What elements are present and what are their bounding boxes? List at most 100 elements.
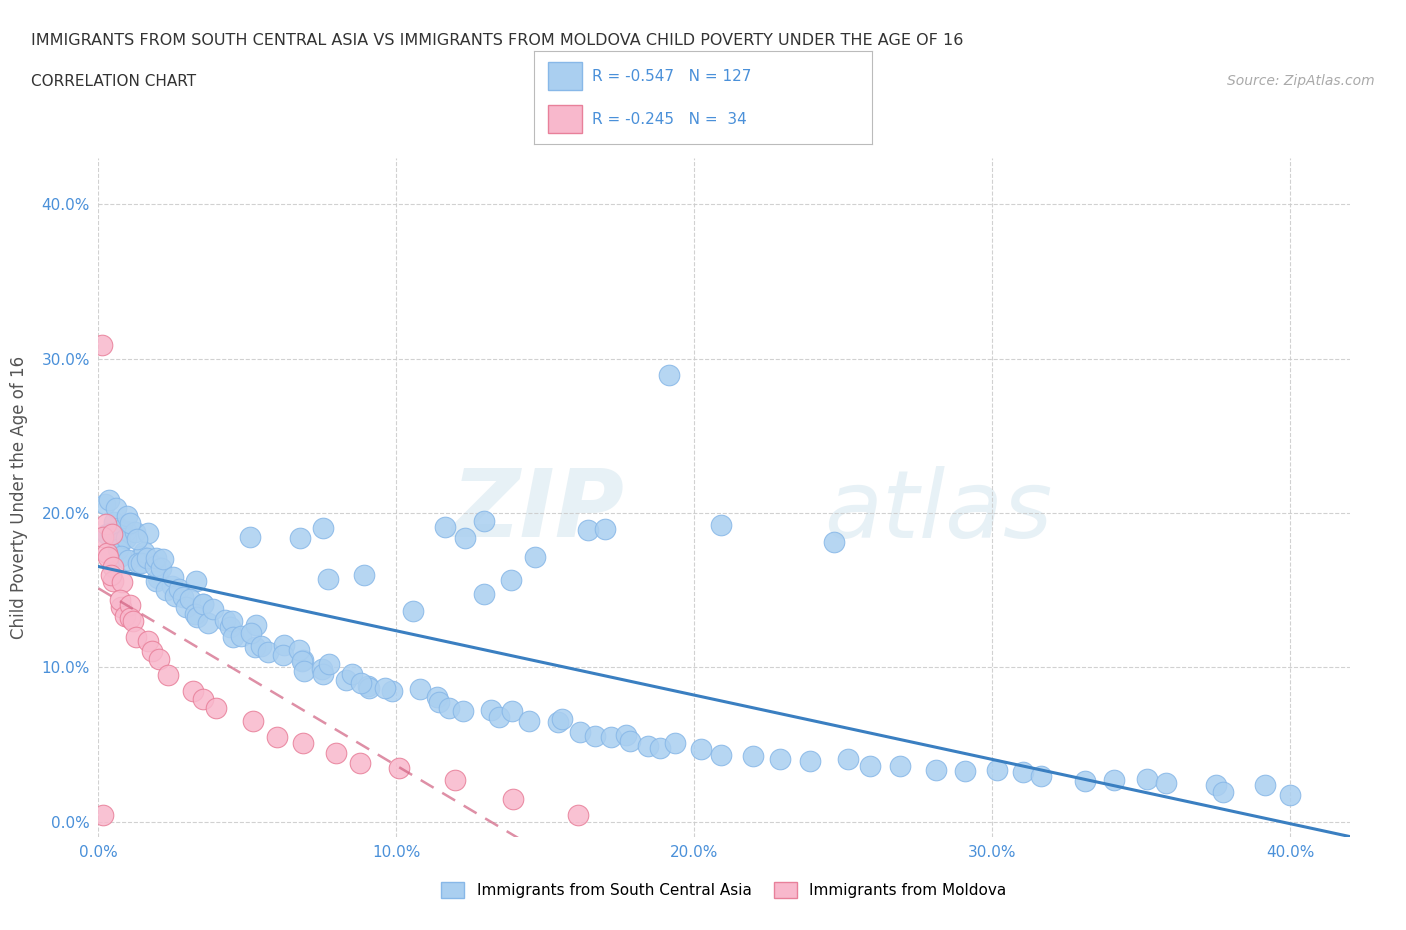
Point [1074, 774, 1097, 789]
Point [125, 630, 148, 644]
Point [110, 534, 132, 549]
Point [110, 593, 132, 608]
Point [191, 691, 214, 706]
Point [443, 773, 465, 788]
Point [132, 544, 155, 559]
Point [924, 763, 946, 777]
Point [1212, 784, 1234, 799]
Point [242, 713, 264, 728]
Point [1104, 773, 1126, 788]
Text: ZIP: ZIP [451, 465, 624, 557]
Y-axis label: Child Poverty Under the Age of 16: Child Poverty Under the Age of 16 [10, 356, 28, 639]
Point [600, 730, 623, 745]
Point [349, 755, 371, 770]
Point [288, 643, 311, 658]
Point [240, 626, 263, 641]
Point [167, 582, 190, 597]
Point [152, 551, 174, 566]
Point [165, 589, 187, 604]
Point [547, 715, 569, 730]
Text: IMMIGRANTS FROM SOUTH CENTRAL ASIA VS IMMIGRANTS FROM MOLDOVA CHILD POVERTY UNDE: IMMIGRANTS FROM SOUTH CENTRAL ASIA VS IM… [31, 33, 963, 47]
Point [986, 763, 1008, 777]
Point [107, 542, 129, 557]
Point [266, 729, 288, 744]
Bar [548, 105, 582, 133]
Point [214, 612, 236, 627]
Point [114, 608, 136, 623]
Point [136, 526, 159, 541]
Point [551, 712, 574, 727]
Point [120, 610, 142, 625]
Point [501, 703, 523, 718]
Point [568, 724, 591, 739]
Point [567, 808, 589, 823]
Bar [548, 62, 582, 90]
Point [202, 602, 225, 617]
Point [96, 546, 118, 561]
Point [184, 606, 207, 621]
Point [889, 759, 911, 774]
Point [127, 531, 149, 546]
Point [1254, 777, 1277, 792]
Point [479, 702, 502, 717]
Point [110, 599, 132, 614]
Text: R = -0.547   N = 127: R = -0.547 N = 127 [592, 69, 751, 84]
Point [291, 735, 314, 750]
Point [502, 791, 524, 806]
Point [578, 523, 600, 538]
Point [374, 680, 396, 695]
Point [91, 530, 114, 545]
Point [239, 530, 262, 545]
Text: Source: ZipAtlas.com: Source: ZipAtlas.com [1227, 74, 1375, 88]
Point [583, 729, 606, 744]
Point [433, 520, 456, 535]
Point [256, 644, 278, 659]
Point [1031, 769, 1053, 784]
Point [359, 680, 381, 695]
Point [291, 653, 314, 668]
Point [409, 681, 432, 696]
Point [292, 664, 315, 679]
Point [523, 550, 546, 565]
Point [312, 667, 335, 682]
Text: R = -0.245   N =  34: R = -0.245 N = 34 [592, 112, 747, 126]
Point [799, 753, 821, 768]
Point [318, 657, 340, 671]
Point [184, 574, 207, 589]
Point [357, 678, 380, 693]
Point [197, 616, 219, 631]
Point [96, 526, 118, 541]
Point [97, 549, 120, 564]
Point [472, 513, 495, 528]
Point [186, 609, 208, 624]
Point [690, 742, 713, 757]
Point [127, 556, 149, 571]
Point [94, 497, 117, 512]
Point [122, 613, 145, 628]
Text: atlas: atlas [824, 466, 1053, 557]
Point [219, 619, 242, 634]
Point [160, 578, 183, 593]
Point [955, 764, 977, 778]
Point [221, 613, 243, 628]
Point [103, 574, 125, 589]
Point [710, 748, 733, 763]
Point [118, 515, 141, 530]
Point [96, 516, 118, 531]
Point [141, 644, 163, 659]
Point [311, 661, 333, 676]
Point [104, 500, 127, 515]
Legend: Immigrants from South Central Asia, Immigrants from Moldova: Immigrants from South Central Asia, Immi… [436, 876, 1012, 904]
Point [288, 531, 311, 546]
Point [150, 561, 173, 576]
Point [619, 734, 641, 749]
Point [129, 555, 152, 570]
Point [488, 709, 510, 724]
Point [517, 713, 540, 728]
Text: CORRELATION CHART: CORRELATION CHART [31, 74, 195, 89]
Point [499, 572, 522, 587]
Point [335, 672, 357, 687]
Point [100, 525, 122, 540]
Point [191, 596, 214, 611]
Point [172, 590, 194, 604]
